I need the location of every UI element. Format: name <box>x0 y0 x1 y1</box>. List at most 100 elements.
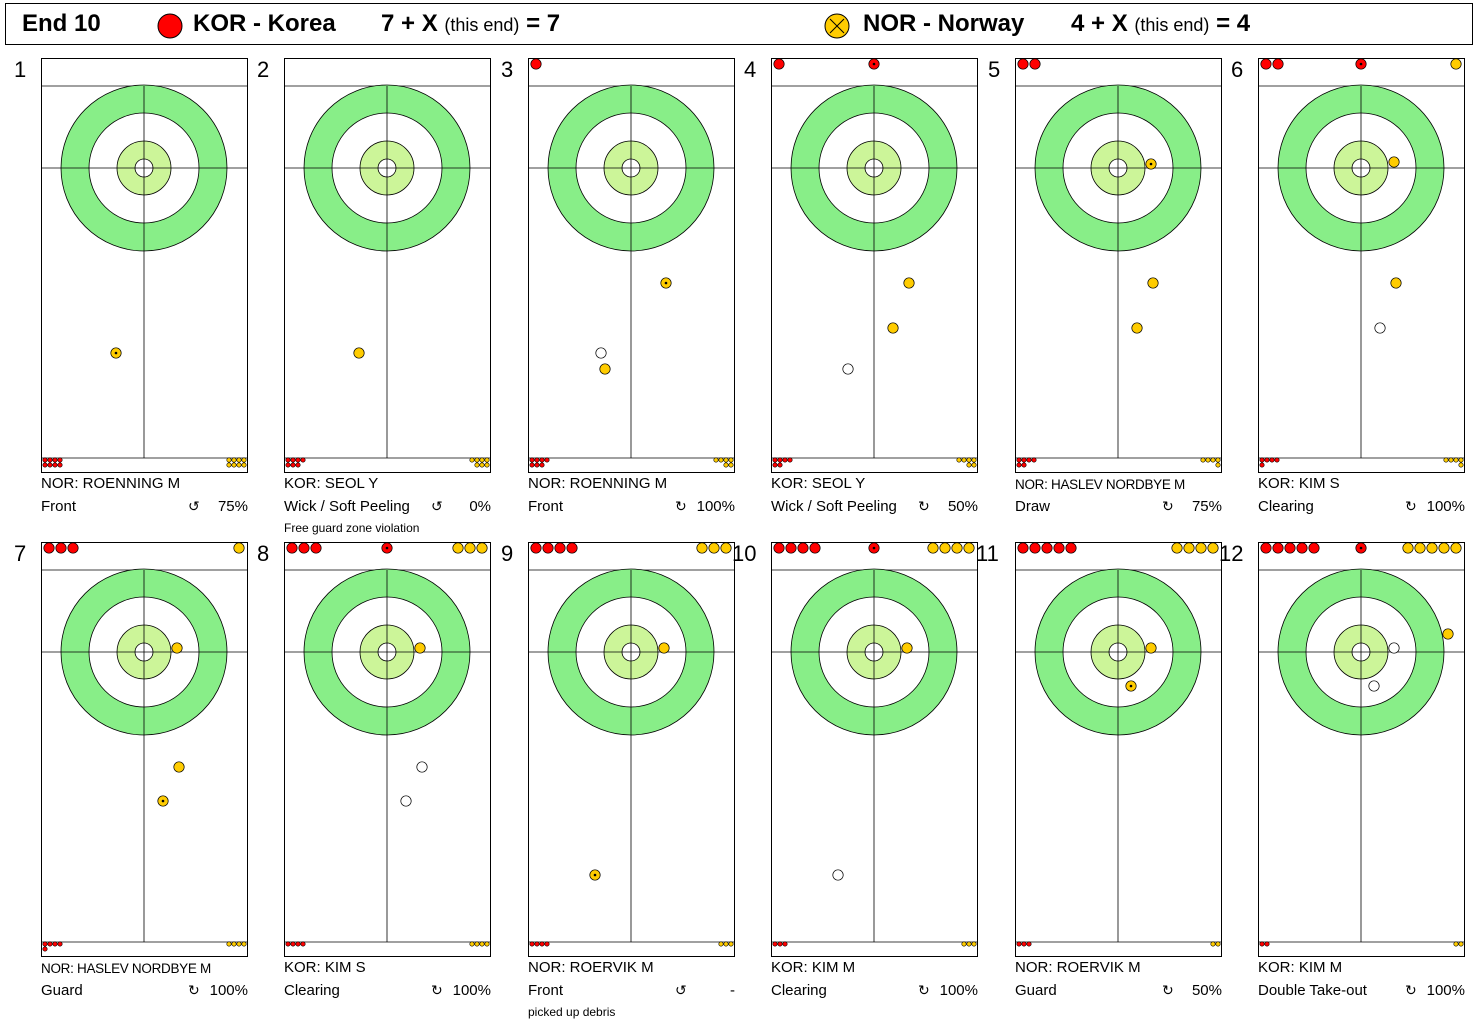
shot-type: Front <box>528 982 564 999</box>
remaining-red-stone <box>534 462 540 468</box>
remaining-red-stone <box>42 946 48 952</box>
yellow-stone <box>1147 277 1159 289</box>
remaining-yellow-stone <box>241 941 247 947</box>
player-name: NOR: HASLEV NORDBYE M <box>41 961 211 976</box>
remaining-red-stone <box>777 941 783 947</box>
shot-panel-11: 11 NOR: ROERVIK M Guard ↻ 50% <box>976 542 1247 1022</box>
shot-number: 5 <box>988 57 1001 82</box>
remaining-yellow-stone <box>236 457 242 463</box>
remaining-yellow-stone <box>236 941 242 947</box>
remaining-yellow-stone <box>713 457 719 463</box>
remaining-yellow-stone <box>1215 462 1221 468</box>
remaining-yellow-stone <box>723 941 729 947</box>
player-name: KOR: KIM S <box>284 959 366 976</box>
red-stone <box>785 542 797 554</box>
yellow-stone <box>720 542 732 554</box>
remaining-yellow-stone <box>226 462 232 468</box>
remaining-red-stone <box>57 457 63 463</box>
remaining-yellow-stone <box>474 941 480 947</box>
remaining-yellow-stone <box>469 457 475 463</box>
remaining-red-stone <box>1026 941 1032 947</box>
shot-panel-10: 10 KOR: KIM M Clearing ↻ 100% <box>732 542 1003 1022</box>
norway-stone-icon <box>824 13 850 39</box>
remaining-yellow-stone <box>971 462 977 468</box>
end-label: End 10 <box>22 10 101 37</box>
red-stone <box>1296 542 1308 554</box>
red-stone <box>286 542 298 554</box>
remaining-red-stone <box>300 941 306 947</box>
shot-type: Guard <box>41 982 83 999</box>
shot-number: 2 <box>257 57 270 82</box>
remaining-red-stone <box>1259 941 1265 947</box>
remaining-red-stone <box>529 941 535 947</box>
player-name: NOR: ROENNING M <box>41 475 181 492</box>
yellow-stone <box>1442 628 1454 640</box>
played-stone-marker <box>1359 546 1363 550</box>
removed-stone <box>1388 642 1400 654</box>
sheet-diagram <box>528 58 735 473</box>
red-stone <box>1017 58 1029 70</box>
yellow-stone <box>233 542 245 554</box>
shot-percentage: 75% <box>1191 498 1222 515</box>
player-name: KOR: KIM M <box>771 959 856 976</box>
yellow-stone <box>1195 542 1207 554</box>
red-stone <box>1053 542 1065 554</box>
remaining-red-stone <box>539 462 545 468</box>
yellow-stone <box>1388 156 1400 168</box>
shot-percentage: 100% <box>696 498 735 515</box>
remaining-red-stone <box>534 457 540 463</box>
remaining-red-stone <box>1016 941 1022 947</box>
remaining-yellow-stone <box>1215 457 1221 463</box>
player-name: KOR: SEOL Y <box>771 475 866 492</box>
sheet-diagram <box>1258 58 1465 473</box>
rotation-ccw-icon: ↻ <box>431 498 443 514</box>
played-stone-marker <box>1129 684 1133 688</box>
shot-type: Guard <box>1015 982 1057 999</box>
remaining-yellow-stone <box>241 457 247 463</box>
remaining-yellow-stone <box>1215 941 1221 947</box>
remaining-red-stone <box>777 457 783 463</box>
remaining-red-stone <box>1016 462 1022 468</box>
rotation-ccw-icon: ↻ <box>188 498 200 514</box>
remaining-red-stone <box>772 941 778 947</box>
remaining-yellow-stone <box>1453 941 1459 947</box>
yellow-stone <box>658 642 670 654</box>
red-stone <box>566 542 578 554</box>
yellow-stone <box>901 642 913 654</box>
sheet-diagram <box>1258 542 1465 957</box>
shot-type: Clearing <box>284 982 340 999</box>
remaining-red-stone <box>290 462 296 468</box>
remaining-yellow-stone <box>479 941 485 947</box>
player-name: KOR: KIM S <box>1258 475 1340 492</box>
shot-number: 7 <box>14 541 27 566</box>
remaining-red-stone <box>1031 457 1037 463</box>
remaining-yellow-stone <box>231 457 237 463</box>
shot-panel-4: 4 KOR: SEOL Y Wick / Soft Peeling ↻ 50% <box>744 58 1003 538</box>
yellow-stone <box>708 542 720 554</box>
shot-panel-6: 6 KOR: KIM S Clearing ↻ 100% <box>1231 58 1480 538</box>
shot-type: Wick / Soft Peeling <box>284 498 410 515</box>
remaining-yellow-stone <box>479 457 485 463</box>
rotation-cw-icon: ↻ <box>188 982 200 998</box>
remaining-red-stone <box>47 462 53 468</box>
red-stone <box>55 542 67 554</box>
remaining-yellow-stone <box>1210 457 1216 463</box>
remaining-red-stone <box>1264 457 1270 463</box>
shot-type: Wick / Soft Peeling <box>771 498 897 515</box>
remaining-red-stone <box>544 941 550 947</box>
removed-stone <box>1368 680 1380 692</box>
rotation-cw-icon: ↻ <box>918 498 930 514</box>
yellow-stone <box>353 347 365 359</box>
remaining-red-stone <box>787 457 793 463</box>
red-stone <box>1260 58 1272 70</box>
removed-stone <box>595 347 607 359</box>
shot-number: 3 <box>501 57 514 82</box>
red-stone <box>530 58 542 70</box>
yellow-stone <box>171 642 183 654</box>
yellow-stone <box>963 542 975 554</box>
remaining-red-stone <box>782 941 788 947</box>
yellow-stone <box>1131 322 1143 334</box>
removed-stone <box>842 363 854 375</box>
yellow-stone <box>464 542 476 554</box>
remaining-red-stone <box>529 462 535 468</box>
